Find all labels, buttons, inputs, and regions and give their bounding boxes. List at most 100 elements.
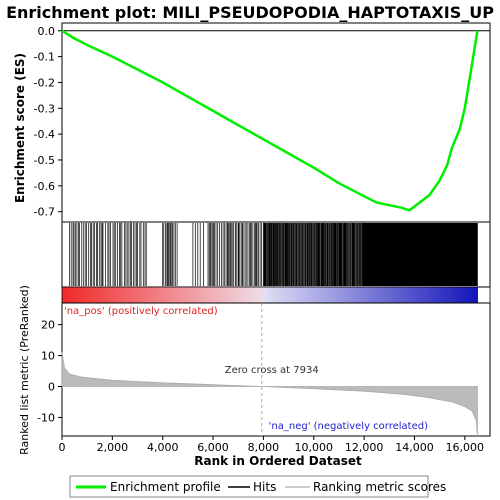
rank-color-cell: [75, 287, 80, 303]
rank-color-cell: [79, 287, 84, 303]
x-tick-label: 8,000: [248, 441, 280, 454]
rank-color-cell: [197, 287, 202, 303]
rank-color-cell: [283, 287, 288, 303]
rank-color-cell: [293, 287, 298, 303]
rank-color-cell: [165, 287, 170, 303]
rank-color-cell: [172, 287, 177, 303]
rank-color-cell: [408, 287, 413, 303]
rank-color-cell: [158, 287, 163, 303]
rank-color-cell: [148, 287, 153, 303]
es-y-tick-label: -0.5: [34, 154, 55, 167]
rank-color-cell: [231, 287, 236, 303]
enrichment-profile-line: [61, 29, 479, 212]
rank-color-cell: [245, 287, 250, 303]
rank-color-cell: [176, 287, 181, 303]
rank-color-cell: [404, 287, 409, 303]
rank-color-cell: [442, 287, 447, 303]
rank-color-cell: [446, 287, 451, 303]
rank-color-cell: [467, 287, 472, 303]
rank-color-cell: [411, 287, 416, 303]
rank-color-cell: [276, 287, 281, 303]
rank-color-cell: [259, 287, 264, 303]
rank-color-cell: [252, 287, 257, 303]
x-tick-label: 16,000: [446, 441, 485, 454]
rank-color-cell: [297, 287, 302, 303]
rank-color-cell: [273, 287, 278, 303]
rank-color-cell: [86, 287, 91, 303]
rank-color-cell: [366, 287, 371, 303]
es-y-tick-label: -0.3: [34, 102, 55, 115]
es-panel: 0.0 -0.1 -0.2 -0.3 -0.4 -0.5 -0.6 -0.7: [34, 22, 491, 223]
rank-color-cell: [290, 287, 295, 303]
rank-color-cell: [280, 287, 285, 303]
rank-color-cell: [422, 287, 427, 303]
rank-color-cell: [338, 287, 343, 303]
rank-color-cell: [352, 287, 357, 303]
metric-y-tick-label: 10: [41, 350, 55, 363]
rank-color-cell: [224, 287, 229, 303]
rank-color-cell: [200, 287, 205, 303]
legend-label-metric: Ranking metric scores: [313, 480, 446, 494]
rank-color-cell: [124, 287, 129, 303]
rank-color-cell: [332, 287, 337, 303]
x-axis: 0 2,000 4,000 6,000 8,000 10,000 12,000 14,000 1…: [59, 436, 485, 454]
rank-color-cell: [345, 287, 350, 303]
metric-y-tick-label: 0: [48, 381, 55, 394]
rank-color-cell: [193, 287, 198, 303]
rank-color-cell: [68, 287, 73, 303]
rank-color-cell: [390, 287, 395, 303]
x-tick-label: 2,000: [97, 441, 129, 454]
x-axis-title: Rank in Ordered Dataset: [194, 454, 362, 468]
hits-panel: [61, 221, 491, 304]
rank-color-cell: [138, 287, 143, 303]
rank-color-cell: [103, 287, 108, 303]
x-tick-label: 12,000: [345, 441, 384, 454]
rank-color-cell: [432, 287, 437, 303]
rank-color-cell: [373, 287, 378, 303]
rank-color-cell: [377, 287, 382, 303]
metric-y-tick-label: -10: [37, 411, 55, 424]
rank-color-cell: [380, 287, 385, 303]
ranking-metric-area: [61, 352, 478, 437]
rank-color-cell: [300, 287, 305, 303]
rank-color-cell: [383, 287, 388, 303]
es-y-tick-label: -0.7: [34, 206, 55, 219]
rank-color-cell: [65, 287, 70, 303]
rank-color-cell: [203, 287, 208, 303]
rank-color-cell: [210, 287, 215, 303]
rank-color-cell: [311, 287, 316, 303]
x-tick-label: 10,000: [295, 441, 334, 454]
rank-color-cell: [117, 287, 122, 303]
rank-color-cell: [370, 287, 375, 303]
rank-color-cell: [107, 287, 112, 303]
rank-color-cell: [349, 287, 354, 303]
rank-color-cell: [460, 287, 465, 303]
rank-color-cell: [314, 287, 319, 303]
neg-correlated-label: 'na_neg' (negatively correlated): [269, 421, 428, 432]
rank-color-cell: [428, 287, 433, 303]
x-tick-label: 0: [59, 441, 66, 454]
es-y-tick-label: -0.2: [34, 76, 55, 89]
rank-color-cell: [425, 287, 430, 303]
rank-color-cell: [342, 287, 347, 303]
rank-color-cell: [162, 287, 167, 303]
rank-color-cell: [217, 287, 222, 303]
rank-color-cell: [335, 287, 340, 303]
rank-color-cell: [221, 287, 226, 303]
rank-color-cell: [307, 287, 312, 303]
rank-color-cell: [401, 287, 406, 303]
es-y-axis-title: Enrichment score (ES): [13, 53, 27, 203]
rank-color-cell: [262, 287, 267, 303]
zero-cross-label: Zero cross at 7934: [225, 365, 319, 376]
metric-y-axis-title: Ranked list metric (PreRanked): [18, 285, 31, 455]
rank-color-cell: [145, 287, 150, 303]
chart-title: Enrichment plot: MILI_PSEUDOPODIA_HAPTOT…: [6, 3, 494, 22]
rank-color-cell: [186, 287, 191, 303]
rank-color-cell: [235, 287, 240, 303]
rank-color-cell: [248, 287, 253, 303]
rank-color-cell: [356, 287, 361, 303]
rank-color-cell: [141, 287, 146, 303]
metric-y-tick-label: 20: [41, 319, 55, 332]
rank-color-cell: [72, 287, 77, 303]
